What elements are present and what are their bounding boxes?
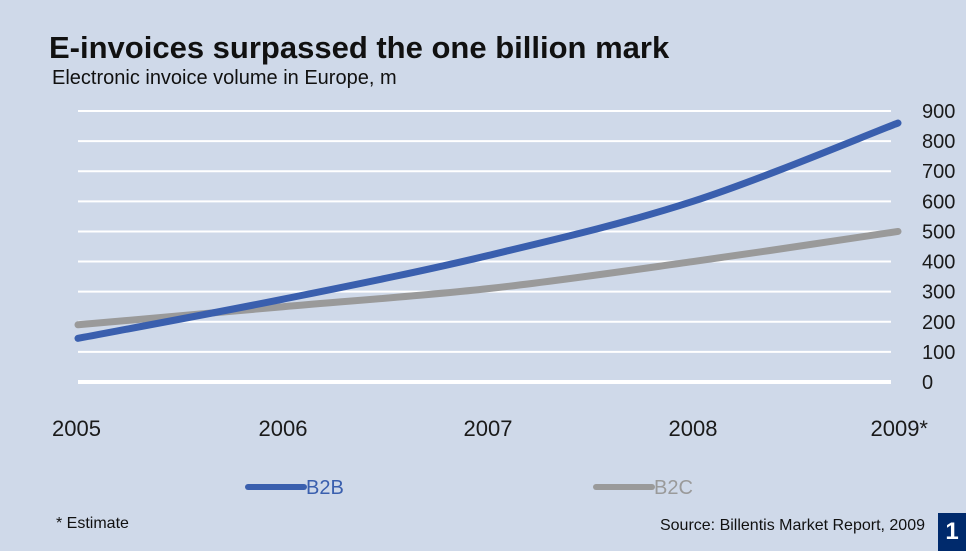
y-tick-label: 100 (922, 342, 955, 364)
series-line-b2b (74, 119, 902, 342)
x-axis-ticks: 2005 2006 2007 2008 2009* (52, 416, 928, 441)
y-tick-label: 200 (922, 312, 955, 334)
y-axis-ticks: 0 100 200 300 400 500 600 700 800 900 (922, 101, 955, 394)
y-tick-label: 700 (922, 161, 955, 183)
legend-label-b2b: B2B (306, 477, 344, 499)
y-tick-label: 500 (922, 221, 955, 243)
estimate-footnote: * Estimate (56, 515, 129, 532)
series-line-b2c (74, 227, 902, 329)
x-tick-label: 2008 (669, 416, 718, 441)
y-tick-label: 600 (922, 191, 955, 213)
x-tick-label: 2006 (259, 416, 308, 441)
y-tick-label: 400 (922, 252, 955, 274)
chart-subtitle: Electronic invoice volume in Europe, m (52, 67, 397, 89)
legend: B2B B2C (245, 477, 693, 499)
x-tick-label: 2009* (870, 416, 928, 441)
y-tick-label: 800 (922, 131, 955, 153)
legend-label-b2c: B2C (654, 477, 693, 499)
source-note: Source: Billentis Market Report, 2009 (659, 517, 925, 534)
y-tick-label: 0 (922, 372, 933, 394)
x-tick-label: 2005 (52, 416, 101, 441)
y-tick-label: 900 (922, 101, 955, 123)
y-tick-label: 300 (922, 282, 955, 304)
x-tick-label: 2007 (464, 416, 513, 441)
chart-title: E-invoices surpassed the one billion mar… (49, 30, 670, 65)
series-lines (74, 119, 902, 342)
figure-number-badge: 1 (938, 513, 966, 551)
gridlines (78, 110, 891, 384)
